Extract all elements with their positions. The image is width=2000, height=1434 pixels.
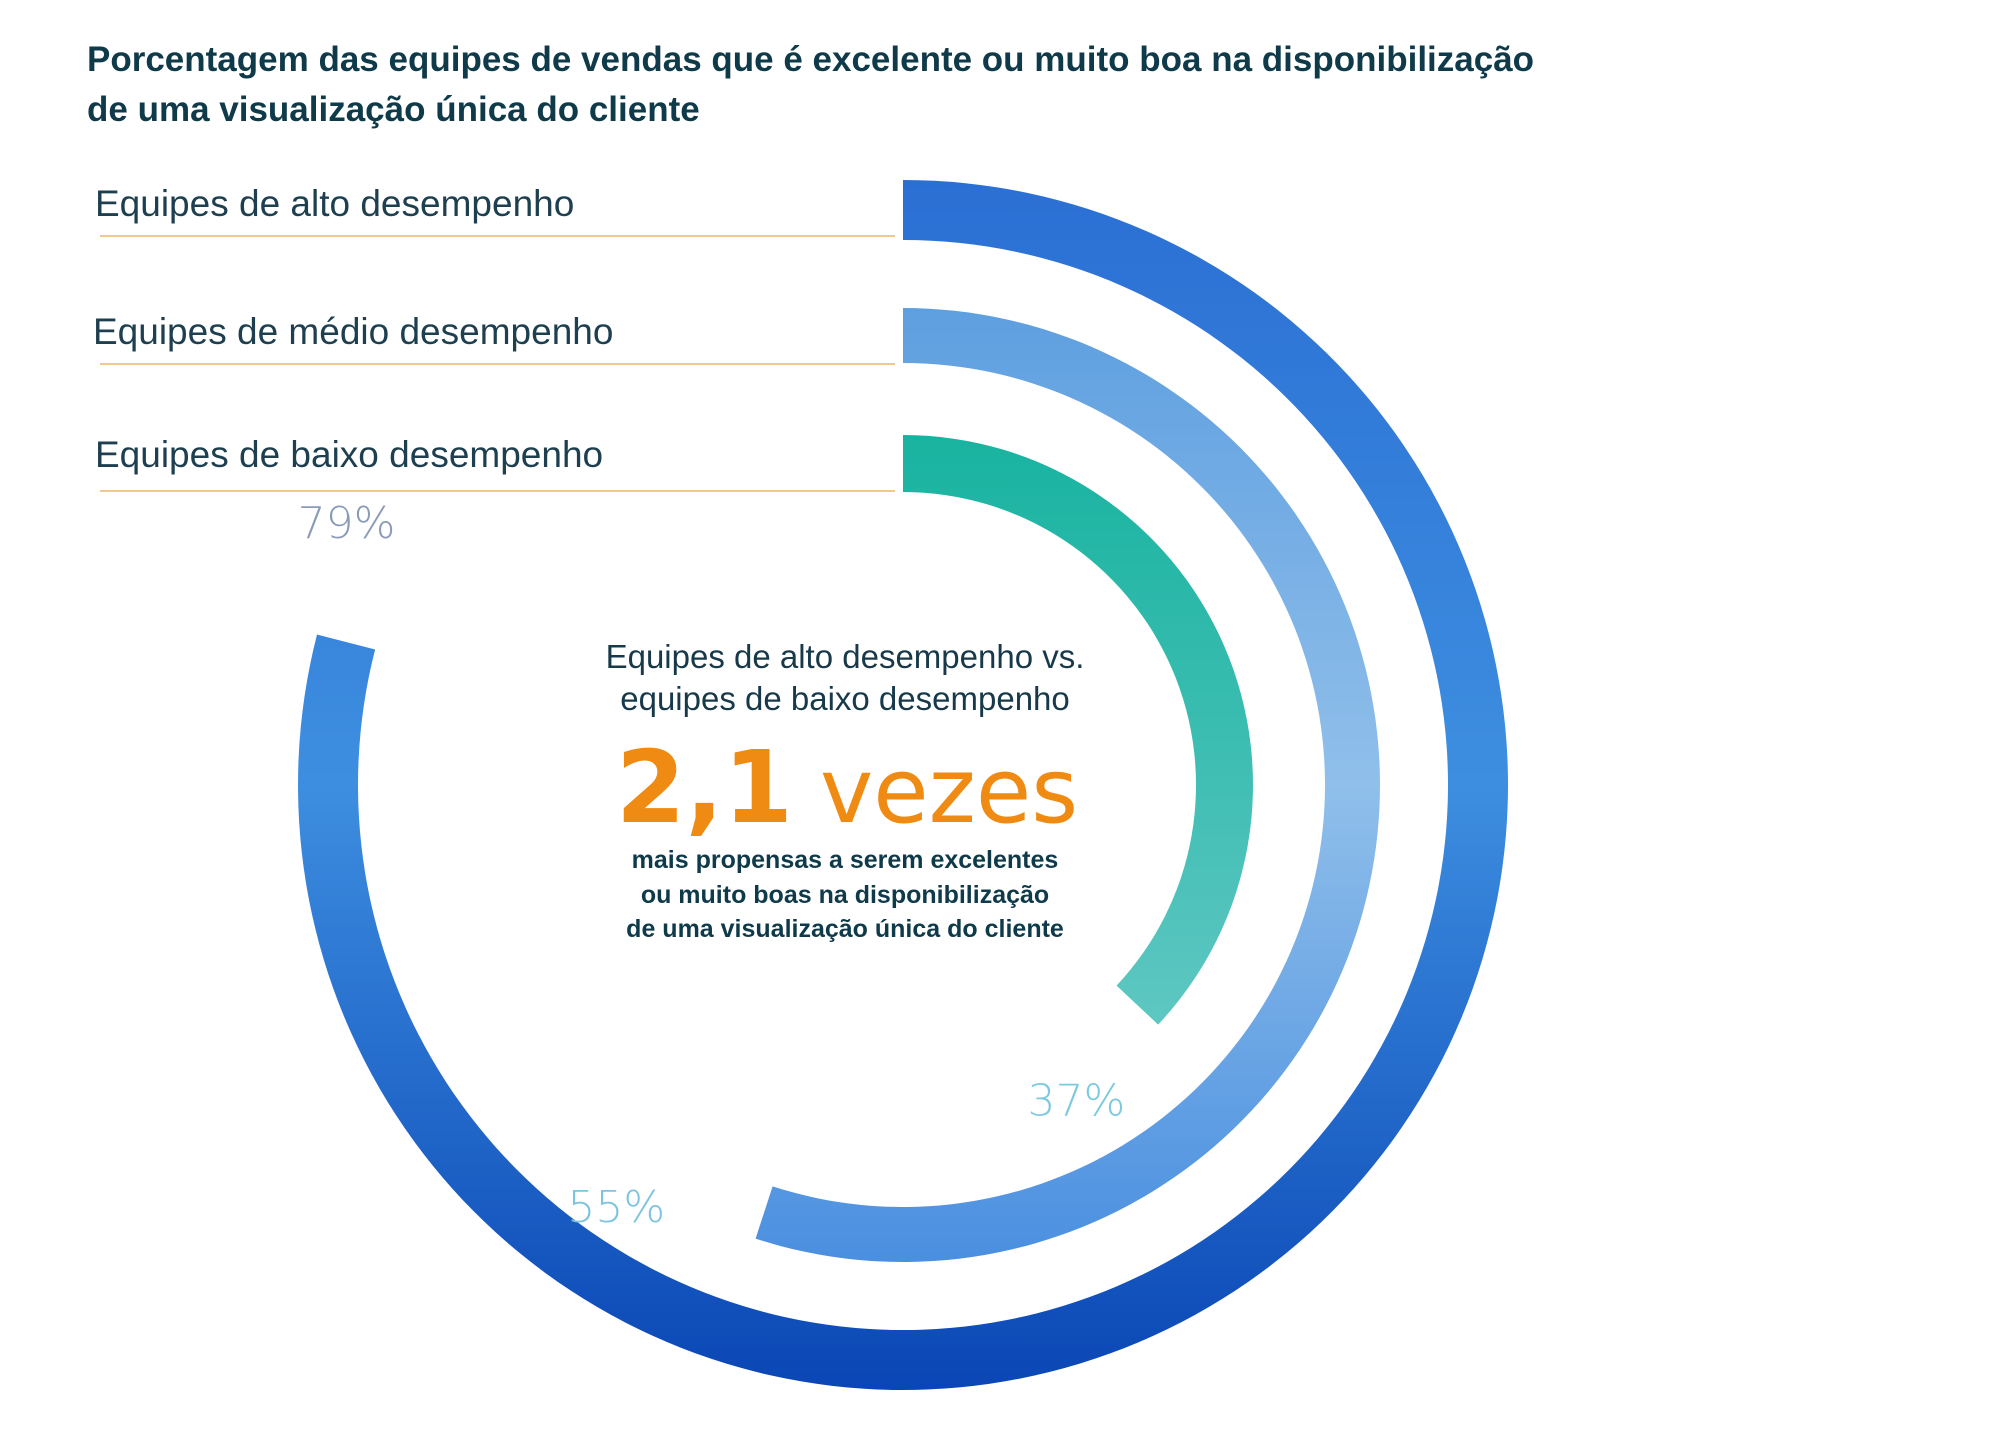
chart-title-line-2: de uma visualização única do cliente	[87, 90, 700, 129]
category-label-mid: Equipes de médio desempenho	[93, 311, 613, 352]
category-label-high: Equipes de alto desempenho	[95, 183, 574, 224]
annotation-unit: vezes	[820, 739, 1078, 844]
annotation-body-line-3: de uma visualização única do cliente	[626, 915, 1064, 943]
annotation-heading-line-2: equipes de baixo desempenho	[620, 680, 1070, 717]
annotation-body-line-1: mais propensas a serem excelentes	[632, 846, 1059, 874]
annotation-multiplier: 2,1	[616, 729, 793, 846]
category-label-low: Equipes de baixo desempenho	[95, 434, 603, 475]
radial-bar-low	[903, 435, 1253, 1025]
value-label-high: 79%	[298, 498, 396, 549]
chart-title-line-1: Porcentagem das equipes de vendas que é …	[87, 40, 1534, 79]
annotation-body-line-2: ou muito boas na disponibilização	[641, 881, 1049, 909]
annotation-heading-line-1: Equipes de alto desempenho vs.	[606, 638, 1085, 675]
value-label-mid: 55%	[567, 1182, 665, 1233]
value-label-low: 37%	[1028, 1076, 1126, 1127]
